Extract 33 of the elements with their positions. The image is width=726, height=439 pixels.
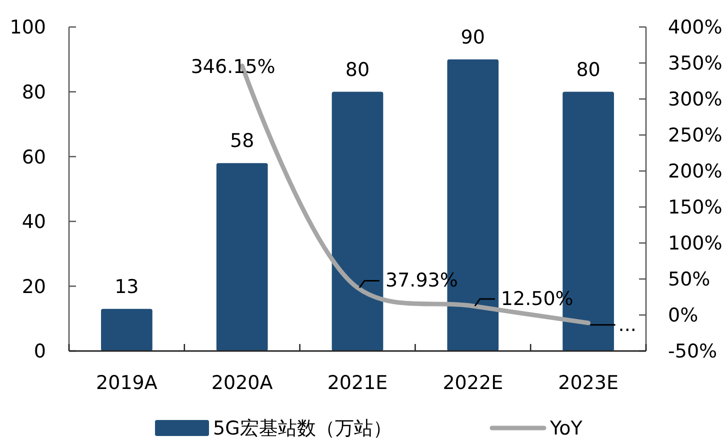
- data-label: 346.15%: [190, 56, 276, 78]
- y2-tick-label: 350%: [668, 52, 722, 75]
- y2-tick-label: 400%: [668, 16, 722, 39]
- y-tick-label: 100: [10, 16, 46, 39]
- y-tick-label: 20: [22, 276, 46, 298]
- data-label: 13: [114, 276, 139, 298]
- legend-label: YoY: [549, 418, 583, 439]
- y2-tick-label: 100%: [668, 232, 722, 255]
- x-tick-label: 2022E: [442, 372, 504, 394]
- data-label: 80: [576, 58, 600, 81]
- y-tick-label: 80: [22, 81, 46, 104]
- bar: [101, 308, 152, 351]
- x-tick-label: 2019A: [96, 372, 158, 394]
- y-tick-label: 40: [22, 211, 46, 234]
- y-tick-label: 0: [34, 340, 46, 363]
- bar: [332, 92, 384, 351]
- x-tick-label: 2023E: [558, 372, 618, 394]
- x-tick-label: 2020A: [211, 372, 273, 394]
- data-label: ...: [618, 314, 636, 336]
- legend-label: 5G宏基站数（万站）: [213, 418, 392, 439]
- data-label: 80: [345, 58, 370, 81]
- y2-tick-label: 300%: [668, 88, 722, 111]
- y2-tick-label: -50%: [668, 340, 718, 363]
- y2-tick-label: 150%: [668, 196, 722, 219]
- data-label: 58: [230, 130, 254, 152]
- y2-tick-label: 200%: [668, 160, 722, 183]
- y2-tick-label: 50%: [668, 268, 710, 291]
- x-tick-label: 2021E: [327, 372, 388, 394]
- y2-tick-label: 250%: [668, 124, 722, 147]
- bar: [216, 163, 268, 351]
- y-tick-label: 60: [22, 146, 46, 168]
- data-label: 90: [460, 26, 485, 48]
- y2-tick-label: 0%: [668, 304, 698, 327]
